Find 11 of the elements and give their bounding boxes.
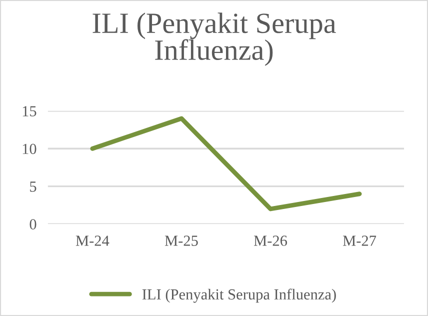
y-tick-label: 15 [22,106,36,116]
x-tick-label: M-24 [76,236,110,246]
legend-label: ILI (Penyakit Serupa Influenza) [142,288,336,303]
x-tick-label: M-26 [254,236,288,246]
x-tick-label: M-27 [342,236,376,246]
chart-title: ILI (Penyakit Serupa Influenza) [92,12,336,66]
y-tick-label: 10 [22,144,36,154]
y-tick-label: 5 [30,182,36,192]
y-tick-label: 0 [30,219,36,230]
x-tick-label: M-25 [164,236,198,246]
line-series [90,116,362,212]
